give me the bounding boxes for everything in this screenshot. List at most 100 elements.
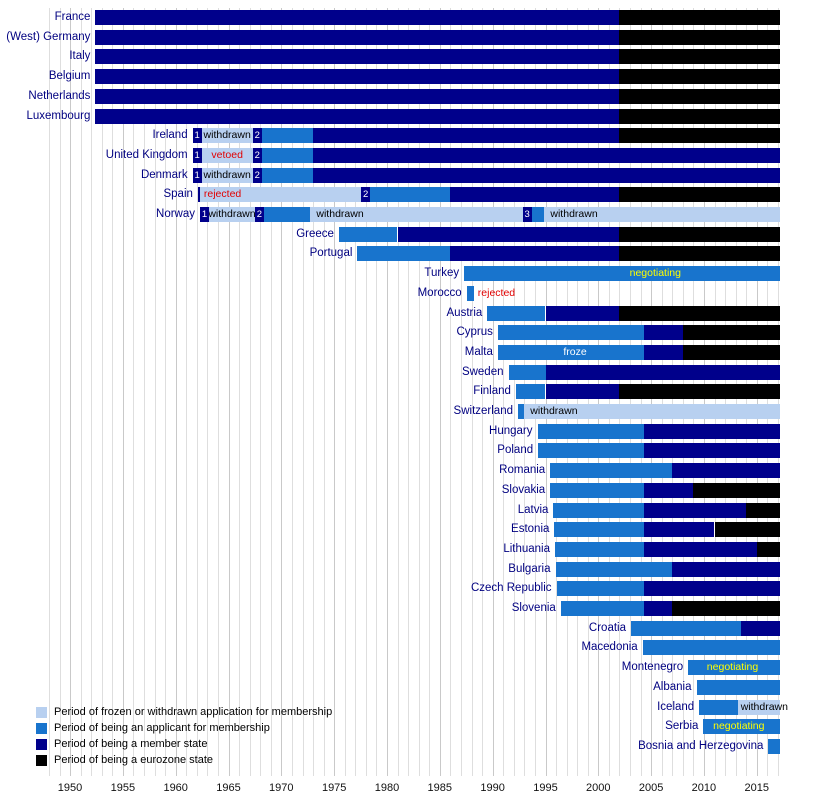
country-label-sweden: Sweden bbox=[461, 365, 504, 378]
segment-slovakia-applicant-0 bbox=[550, 482, 645, 498]
segment-lithuania-eurozone-2 bbox=[756, 541, 780, 557]
country-label-bosnia-and-herzegovina: Bosnia and Herzegovina bbox=[638, 739, 764, 752]
segment-denmark-frozen-1: withdrawn bbox=[192, 167, 253, 183]
bar-label-negotiating: negotiating bbox=[629, 267, 681, 280]
timeline-row-poland: Poland bbox=[0, 443, 818, 459]
segment-ireland-applicant-3 bbox=[252, 128, 313, 144]
application-marker-denmark-1: 1 bbox=[192, 167, 202, 183]
segment-turkey-applicant-0 bbox=[464, 266, 780, 282]
gridline-1991 bbox=[503, 8, 505, 776]
segment-serbia-applicant-0 bbox=[703, 719, 780, 735]
gridline-1958 bbox=[154, 8, 156, 776]
legend-item-eurozone: Period of being a eurozone state bbox=[36, 752, 332, 768]
segment-romania-member-1 bbox=[672, 463, 780, 479]
gridline-1989 bbox=[482, 8, 484, 776]
timeline-row-denmark: Denmark 1 withdrawn 2 bbox=[0, 167, 818, 183]
country-label-malta: Malta bbox=[464, 345, 493, 358]
segment-austria-member-1 bbox=[545, 305, 620, 321]
country-label-estonia: Estonia bbox=[511, 523, 550, 536]
segment-bulgaria-member-1 bbox=[672, 561, 780, 577]
segment-spain-eurozone-5 bbox=[619, 187, 780, 203]
segment-lithuania-member-1 bbox=[644, 541, 757, 557]
segment-lithuania-applicant-0 bbox=[555, 541, 645, 557]
country-label-czech-republic: Czech Republic bbox=[470, 582, 552, 595]
segment-cyprus-eurozone-2 bbox=[682, 325, 780, 341]
timeline-row-bosnia-and-herzegovina: Bosnia and Herzegovina bbox=[0, 738, 818, 754]
segment-united-kingdom-applicant-3 bbox=[252, 147, 313, 163]
country-label-netherlands: Netherlands bbox=[28, 89, 91, 102]
country-label-macedonia: Macedonia bbox=[581, 641, 638, 654]
segment-denmark-applicant-3 bbox=[252, 167, 313, 183]
segment-label-withdrawn: withdrawn bbox=[208, 208, 256, 220]
segment-luxembourg-member-0 bbox=[95, 108, 620, 124]
timeline-row-finland: Finland bbox=[0, 384, 818, 400]
timeline-row-slovakia: Slovakia bbox=[0, 482, 818, 498]
bar-label-negotiating: negotiating bbox=[713, 720, 765, 733]
country-label-slovenia: Slovenia bbox=[511, 602, 556, 614]
segment-portugal-eurozone-2 bbox=[619, 246, 780, 262]
legend-label-applicant: Period of being an applicant for members… bbox=[54, 722, 270, 734]
timeline-row-belgium: Belgium bbox=[0, 69, 818, 85]
gridline-1964 bbox=[217, 8, 219, 776]
segment-spain-applicant-3 bbox=[361, 187, 451, 203]
timeline-row-ireland: Ireland 1 withdrawn 2 bbox=[0, 128, 818, 144]
segment-morocco-applicant-0 bbox=[466, 285, 474, 301]
country-label-italy: Italy bbox=[69, 50, 91, 63]
application-marker-norway-1: 1 bbox=[200, 207, 209, 222]
application-marker-norway-3: 3 bbox=[522, 207, 532, 222]
tick-label-1960: 1960 bbox=[163, 782, 188, 794]
gridline-1961 bbox=[186, 8, 188, 776]
segment-malta-applicant-0 bbox=[497, 344, 645, 360]
gridline-1950 bbox=[70, 8, 71, 776]
gridline-1954 bbox=[112, 8, 114, 776]
segment-austria-eurozone-2 bbox=[619, 305, 780, 321]
gridline-1987 bbox=[460, 8, 462, 776]
country-label-romania: Romania bbox=[499, 464, 546, 477]
timeline-row-cyprus: Cyprus bbox=[0, 325, 818, 341]
segment-united-kingdom-frozen-1: vetoed bbox=[192, 147, 253, 163]
gridline-1971 bbox=[291, 8, 293, 776]
timeline-row-romania: Romania bbox=[0, 463, 818, 479]
timeline-row-france: France bbox=[0, 10, 818, 25]
timeline-row-netherlands: Netherlands bbox=[0, 88, 818, 104]
legend-label-member: Period of being a member state bbox=[54, 738, 208, 750]
timeline-row-norway: Norway 1 withdrawn 2 withdrawn 3 withdrawn bbox=[0, 207, 818, 222]
segment-norway-applicant-3 bbox=[254, 207, 311, 222]
legend-swatch-applicant bbox=[36, 722, 47, 734]
timeline-row-spain: Spain rejected 2 bbox=[0, 187, 818, 203]
segment-slovenia-eurozone-2 bbox=[672, 601, 780, 616]
segment-sweden-applicant-0 bbox=[508, 364, 546, 380]
segment-label-rejected: rejected bbox=[203, 188, 242, 201]
segment-bulgaria-applicant-0 bbox=[555, 561, 673, 577]
segment-cyprus-member-1 bbox=[644, 325, 683, 341]
segment-netherlands-eurozone-1 bbox=[619, 88, 780, 104]
gridline-1988 bbox=[471, 8, 473, 776]
segment-greece-member-1 bbox=[397, 226, 620, 242]
segment-slovenia-member-1 bbox=[644, 601, 673, 616]
segment-iceland-applicant-0 bbox=[699, 699, 738, 715]
tick-label-2005: 2005 bbox=[638, 782, 664, 794]
bar-label-negotiating: negotiating bbox=[706, 661, 759, 674]
tick-label-1950: 1950 bbox=[57, 782, 83, 794]
timeline-row-serbia: Serbia negotiating bbox=[0, 719, 818, 735]
segment-spain-member-4 bbox=[450, 187, 620, 203]
segment-norway-frozen-4: withdrawn bbox=[310, 207, 523, 222]
segment-finland-applicant-0 bbox=[515, 384, 546, 400]
application-marker-united-kingdom-1: 1 bbox=[192, 147, 202, 163]
timeline-row-luxembourg: Luxembourg bbox=[0, 108, 818, 124]
application-marker-ireland-1: 1 bbox=[192, 128, 202, 144]
application-marker-spain-tick bbox=[197, 187, 201, 203]
segment-czech-republic-member-1 bbox=[644, 581, 780, 597]
gridline-1953 bbox=[101, 8, 103, 776]
segment-ireland-frozen-1: withdrawn bbox=[192, 128, 253, 144]
segment-estonia-member-1 bbox=[644, 522, 715, 538]
legend-item-frozen: Period of frozen or withdrawn applicatio… bbox=[36, 704, 332, 720]
timeline-row-greece: Greece bbox=[0, 226, 818, 242]
timeline-row-albania: Albania bbox=[0, 679, 818, 695]
segment-slovakia-member-1 bbox=[644, 482, 694, 498]
timeline-row-united-kingdom: United Kingdom 1 vetoed 2 bbox=[0, 147, 818, 163]
gridline-1978 bbox=[365, 8, 367, 776]
gridline-1955 bbox=[122, 8, 124, 776]
segment-croatia-applicant-0 bbox=[631, 620, 741, 636]
country-label-norway: Norway bbox=[156, 208, 195, 220]
